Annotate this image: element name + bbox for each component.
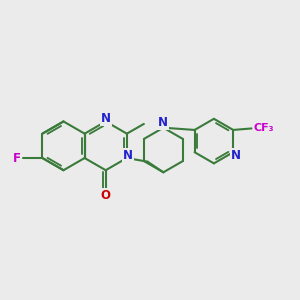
Text: F: F xyxy=(13,152,21,164)
Text: N: N xyxy=(101,112,111,125)
Text: CF₃: CF₃ xyxy=(254,124,274,134)
Text: N: N xyxy=(123,148,133,162)
Text: O: O xyxy=(101,189,111,202)
Text: N: N xyxy=(158,116,168,129)
Text: N: N xyxy=(231,149,241,162)
